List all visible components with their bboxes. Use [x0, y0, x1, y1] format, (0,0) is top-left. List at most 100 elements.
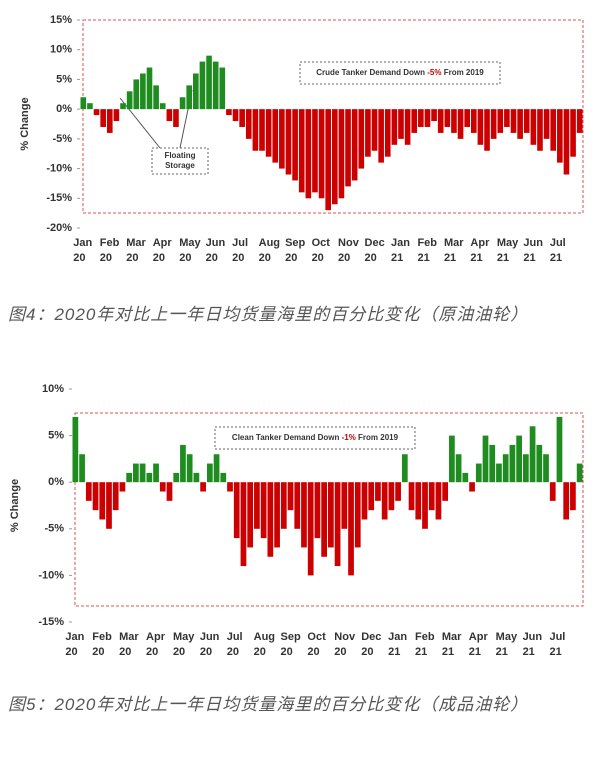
annotation-box [299, 61, 501, 85]
x-tick-label: Feb 21 [415, 631, 435, 658]
bar [274, 482, 280, 548]
x-tick-label: Aug 20 [254, 631, 275, 658]
x-tick-label: Feb 21 [417, 237, 437, 264]
bar [119, 482, 126, 492]
bar [354, 482, 361, 548]
bar [451, 109, 457, 133]
bar [576, 463, 583, 483]
bar [398, 109, 404, 139]
x-tick-label: Nov 20 [334, 631, 356, 658]
bar [462, 472, 469, 483]
x-tick-label: Jun 21 [523, 237, 543, 264]
y-tick-label: 5% [48, 430, 64, 442]
x-tick-label: Sep 20 [281, 631, 301, 658]
bar [159, 103, 166, 110]
bar [279, 109, 285, 169]
bar [285, 109, 292, 175]
bar [489, 444, 496, 483]
bar [496, 463, 502, 483]
bar [139, 463, 146, 483]
x-tick-label: Mar 21 [444, 237, 464, 264]
bar [213, 454, 220, 483]
bar [325, 109, 331, 211]
x-tick-label: Jul 21 [550, 237, 566, 264]
x-tick-label: Mar 20 [119, 631, 139, 658]
bar [247, 482, 254, 548]
annotation: Clean Tanker Demand Down -1% From 2019 [232, 433, 399, 442]
bar [375, 482, 381, 501]
bar [415, 482, 422, 520]
x-tick-label: Dec 20 [361, 631, 381, 658]
bar [411, 109, 418, 133]
bar [490, 109, 497, 139]
x-tick-label: Jul 20 [227, 631, 243, 658]
bar [106, 109, 113, 133]
y-tick-label: -15% [46, 192, 72, 204]
x-tick-label: Jan 21 [388, 631, 407, 658]
bar [563, 109, 570, 175]
annotation-part: -5% [427, 68, 441, 77]
bar [146, 67, 153, 110]
bar [516, 435, 522, 483]
bar [280, 482, 287, 529]
bar [431, 109, 437, 122]
bar [338, 109, 345, 199]
y-tick-label: -10% [46, 162, 72, 174]
bar [457, 109, 464, 139]
x-tick-label: Nov 20 [338, 237, 360, 264]
bar [371, 109, 378, 151]
y-tick-label: 10% [42, 383, 64, 395]
y-tick-label: -5% [44, 523, 64, 535]
bar [523, 109, 530, 133]
bar [113, 109, 120, 122]
x-tick-label: Jul 21 [549, 631, 565, 658]
bar [99, 482, 106, 520]
bar [482, 435, 489, 483]
bar [133, 79, 140, 110]
x-tick-label: Apr 20 [146, 631, 166, 658]
bar [186, 454, 193, 483]
bar [260, 482, 267, 539]
bar [345, 109, 351, 187]
bar [245, 109, 252, 139]
bar [530, 109, 537, 145]
x-tick-label: May 20 [179, 237, 201, 264]
bar [576, 109, 583, 133]
y-tick-label: -5% [52, 133, 72, 145]
x-tick-label: Mar 20 [126, 237, 146, 264]
bar [240, 482, 247, 567]
annotation-part: From 2019 [356, 433, 399, 442]
bar [384, 109, 391, 157]
bar [298, 109, 305, 193]
caption: 图5：2020年对比上一年日均货量海里的百分比变化（成品油轮） [8, 695, 529, 714]
plot-border [82, 19, 584, 214]
x-tick-label: Oct 20 [307, 631, 326, 658]
bar [80, 97, 87, 110]
x-tick-label: Jan 20 [73, 237, 92, 264]
bar [475, 463, 482, 483]
x-tick-label: May 21 [497, 237, 519, 264]
callout: Floating Storage [164, 151, 195, 170]
bar [469, 482, 475, 492]
bar [563, 482, 570, 520]
bar [502, 454, 509, 483]
bar [318, 109, 325, 199]
bar [259, 109, 265, 151]
bar [536, 444, 543, 483]
bar [79, 454, 85, 483]
y-tick-label: 0% [56, 103, 72, 115]
bar [272, 109, 279, 163]
x-tick-label: May 20 [173, 631, 195, 658]
x-tick-label: Apr 21 [469, 631, 489, 658]
bar [543, 109, 550, 139]
bar [292, 109, 298, 181]
bar [570, 109, 576, 157]
bar [133, 463, 139, 483]
bar [422, 482, 428, 529]
bar [543, 454, 549, 483]
bar [179, 97, 186, 110]
annotation-part: From 2019 [441, 68, 484, 77]
bar [365, 109, 371, 157]
bar [173, 109, 179, 127]
